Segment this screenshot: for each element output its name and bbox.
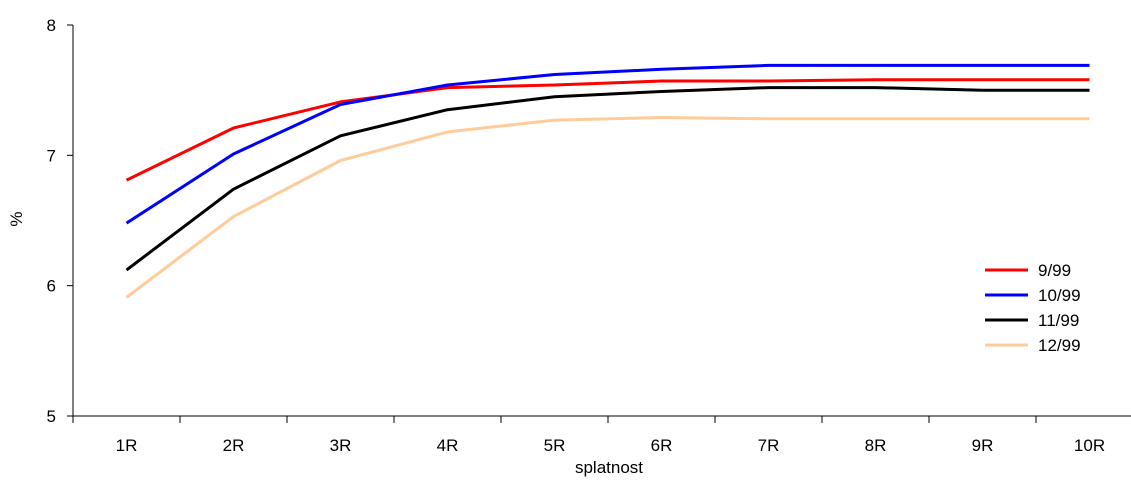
x-tick-label: 2R — [223, 436, 245, 455]
y-tick-label: 8 — [47, 16, 56, 35]
series-lines — [125, 63, 1090, 299]
x-tick-label: 3R — [330, 436, 352, 455]
series-line-3 — [125, 86, 1090, 272]
x-tick-label: 1R — [116, 436, 138, 455]
series-line-4 — [125, 116, 1090, 299]
legend-label: 12/99 — [1038, 336, 1081, 355]
x-tick-label: 6R — [651, 436, 673, 455]
x-tick-label: 9R — [972, 436, 994, 455]
axes: 5 6 7 8 1R 2R 3R 4R 5R 6R 7R 8R 9R 10R — [47, 16, 1131, 455]
y-axis-title: % — [7, 211, 26, 226]
legend: 9/99 10/99 11/99 12/99 — [985, 261, 1081, 355]
x-tick-label: 7R — [758, 436, 780, 455]
x-tick-label: 4R — [437, 436, 459, 455]
y-tick-label: 6 — [47, 277, 56, 296]
x-tick-label: 10R — [1074, 436, 1105, 455]
legend-label: 9/99 — [1038, 261, 1071, 280]
x-tick-label: 8R — [865, 436, 887, 455]
x-tick-label: 5R — [544, 436, 566, 455]
legend-label: 11/99 — [1038, 311, 1079, 330]
series-line-2 — [125, 63, 1090, 225]
series-line-1 — [125, 78, 1090, 182]
y-tick-label: 5 — [47, 407, 56, 426]
legend-label: 10/99 — [1038, 286, 1081, 305]
y-tick-label: 7 — [47, 146, 56, 165]
x-axis-title: splatnost — [575, 458, 643, 477]
